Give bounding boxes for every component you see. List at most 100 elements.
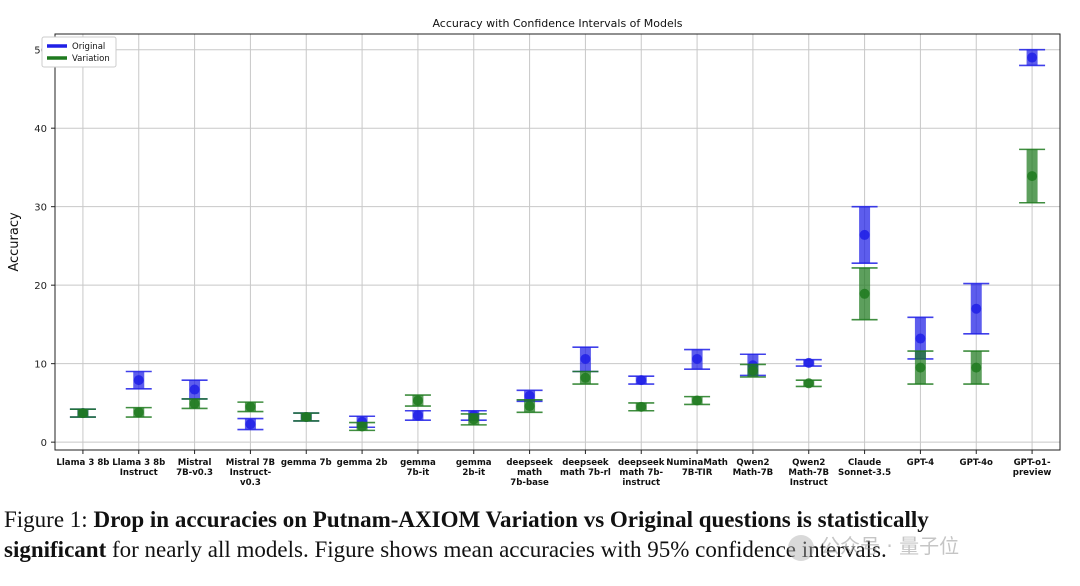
x-tick-label-line: 7B-v0.3 (176, 468, 213, 478)
x-tick-label-line: gemma (400, 458, 436, 468)
x-tick-label-line: Instruct (120, 468, 158, 478)
x-tick-label-line: math 7b- (619, 468, 663, 478)
mean-point (133, 407, 144, 418)
x-tick-label-line: GPT-o1- (1014, 458, 1051, 468)
mean-point (357, 421, 368, 432)
x-tick-label-line: 7b-it (407, 468, 430, 478)
x-tick-label-line: Claude (848, 458, 881, 468)
watermark-text: 公众号 · 量子位 (820, 534, 960, 558)
x-tick-label-line: Llama 3 8b (112, 458, 165, 468)
x-tick-label: Claude Sonnet-3.5 (838, 458, 891, 478)
x-tick-label: gemma 2b (337, 458, 388, 468)
mean-point (412, 395, 423, 406)
x-tick-label-line: Qwen2 (792, 458, 825, 468)
x-tick-label: gemma 7b-it (400, 458, 436, 478)
x-tick-label-line: NuminaMath (666, 458, 728, 468)
mean-point (468, 414, 479, 425)
x-tick-label: GPT-o1-preview (1013, 458, 1052, 478)
x-tick-label-line: math (517, 468, 542, 478)
watermark-logo-icon (788, 534, 814, 561)
x-tick-label-line: 7b-base (510, 478, 549, 488)
x-tick-label: gemma 7b (281, 458, 332, 468)
mean-point (412, 410, 423, 421)
caption-bold-2: significant (4, 537, 107, 562)
mean-point (524, 401, 535, 412)
x-tick-label: Mistral 7B-v0.3 (176, 458, 213, 478)
x-tick-label-line: Instruct (790, 478, 828, 488)
mean-point (915, 333, 926, 344)
caption-rest: for nearly all models. Figure shows mean… (106, 537, 887, 562)
series-original (69, 48, 1046, 431)
y-tick-label: 20 (34, 281, 47, 292)
y-tick-label: 0 (41, 438, 47, 449)
x-tick-label: NuminaMath 7B-TIR (666, 458, 728, 478)
watermark: 公众号 · 量子位 (788, 530, 959, 561)
mean-point (77, 408, 88, 419)
mean-point (859, 229, 870, 240)
x-tick-label-line: deepseek (562, 458, 609, 468)
x-tick-label-line: 2b-it (462, 468, 485, 478)
x-tick-label: GPT-4o (960, 458, 993, 468)
x-tick-label-line: deepseek (618, 458, 665, 468)
mean-point (636, 375, 647, 386)
mean-point (524, 390, 535, 401)
mean-point (189, 398, 200, 409)
x-tick-label: gemma 2b-it (456, 458, 492, 478)
x-tick-label: Mistral 7B Instruct-v0.3 (226, 458, 275, 488)
mean-point (747, 365, 758, 376)
y-tick-label: 50 (34, 46, 47, 57)
x-tick-label-line: math 7b-rl (560, 468, 611, 478)
mean-point (1027, 52, 1038, 63)
mean-point (971, 303, 982, 314)
mean-point (915, 362, 926, 373)
x-tick-label-line: Math-7B (733, 468, 774, 478)
y-tick-label: 30 (34, 203, 47, 214)
x-tick-label-line: 7B-TIR (682, 468, 713, 478)
x-tick-label: Llama 3 8b (56, 458, 109, 468)
mean-point (133, 375, 144, 386)
x-tick-label-line: instruct (622, 478, 660, 488)
plot-frame (54, 33, 1061, 451)
x-tick-label: Llama 3 8b Instruct (112, 458, 165, 478)
y-tick-label: 10 (34, 360, 47, 371)
x-tick-label-line: Mistral 7B (226, 458, 275, 468)
mean-point (803, 378, 814, 389)
y-axis-label: Accuracy (7, 212, 22, 272)
x-tick-label-line: preview (1013, 468, 1052, 478)
mean-point (803, 357, 814, 368)
figure-caption: Figure 1: Drop in accuracies on Putnam-A… (4, 505, 1078, 565)
grid (55, 34, 1060, 450)
x-tick-label-line: Instruct- (230, 468, 272, 478)
caption-bold-1: Drop in accuracies on Putnam-AXIOM Varia… (93, 507, 929, 532)
mean-point (636, 401, 647, 412)
x-tick-label-line: gemma 2b (337, 458, 388, 468)
mean-point (859, 288, 870, 299)
caption-line-1: Figure 1: Drop in accuracies on Putnam-A… (4, 505, 1078, 535)
x-tick-label: deepseek math 7b-instruct (618, 458, 665, 488)
mean-point (245, 419, 256, 430)
mean-point (580, 353, 591, 364)
x-tick-label-line: Math-7B (788, 468, 829, 478)
chart-title: Accuracy with Confidence Intervals of Mo… (432, 17, 682, 30)
chart-container: 0 10 20 30 40 50 Llama 3 8b Llama 3 8b Instruct M… (7, 17, 1061, 488)
x-tick-label-line: Mistral (178, 458, 212, 468)
x-tick-label-line: Qwen2 (736, 458, 769, 468)
x-tick-label-line: v0.3 (240, 478, 261, 488)
x-tick-label: Qwen2 Math-7B (733, 458, 774, 478)
x-tick-label: deepseek math 7b-base (506, 458, 553, 488)
mean-point (971, 362, 982, 373)
x-tick-label: Qwen2 Math-7B Instruct (788, 458, 829, 488)
mean-point (189, 384, 200, 395)
x-tick-label: GPT-4 (907, 458, 935, 468)
x-tick-label-line: Llama 3 8b (56, 458, 109, 468)
series-variation (69, 148, 1046, 432)
x-tick-label-line: Sonnet-3.5 (838, 468, 891, 478)
x-tick-label: deepseek math 7b-rl (560, 458, 611, 478)
mean-point (692, 353, 703, 364)
x-tick-label-line: GPT-4 (907, 458, 935, 468)
mean-point (301, 412, 312, 423)
caption-prefix: Figure 1: (4, 507, 94, 532)
mean-point (1027, 171, 1038, 182)
x-tick-label-line: deepseek (506, 458, 553, 468)
x-tick-label-line: gemma 7b (281, 458, 332, 468)
